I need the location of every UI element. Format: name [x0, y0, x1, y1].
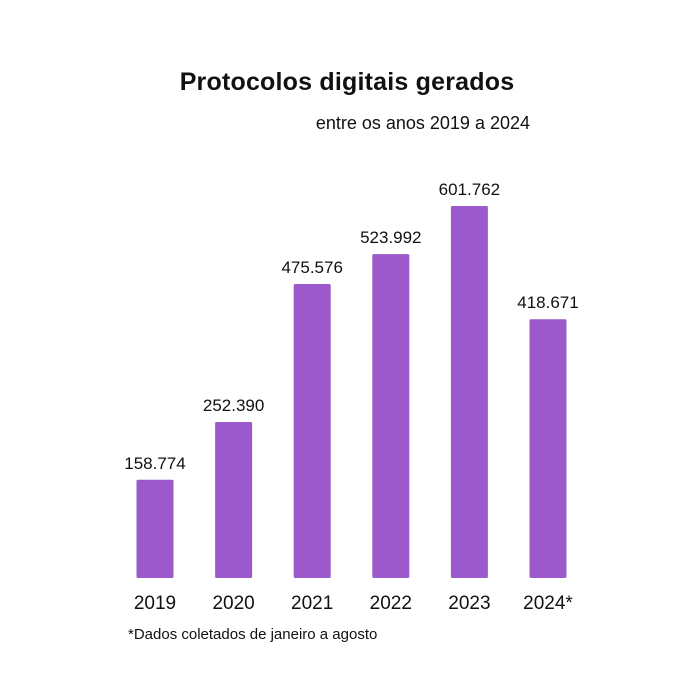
category-label-2024: 2024* — [523, 593, 573, 614]
category-label-2022: 2022 — [370, 593, 412, 614]
value-label-2022: 523.992 — [360, 228, 421, 247]
value-label-2023: 601.762 — [439, 180, 500, 199]
category-label-2023: 2023 — [448, 593, 490, 614]
bar-2024 — [529, 319, 567, 578]
value-labels-group: 158.774 252.390 475.576 523.992 601.762 418.6… — [124, 180, 578, 473]
bar-2021 — [293, 284, 331, 578]
category-label-2020: 2020 — [212, 593, 254, 614]
bar-2023 — [450, 206, 488, 578]
chart-subtitle: entre os anos 2019 a 2024 — [315, 113, 530, 133]
category-labels-group: 2019 2020 2021 2022 2023 2024* — [134, 593, 574, 614]
chart-title: Protocolos digitais gerados — [179, 68, 515, 96]
value-label-2024: 418.671 — [517, 293, 578, 312]
bars-group — [136, 206, 567, 578]
category-label-2021: 2021 — [291, 593, 333, 614]
value-label-2021: 475.576 — [281, 258, 342, 277]
bar-2022 — [372, 254, 410, 578]
category-label-2019: 2019 — [134, 593, 176, 614]
bar-2019 — [136, 479, 174, 578]
value-label-2019: 158.774 — [124, 454, 185, 473]
value-label-2020: 252.390 — [203, 396, 264, 415]
footnote: *Dados coletados de janeiro a agosto — [128, 626, 378, 643]
bar-2020 — [215, 422, 253, 578]
